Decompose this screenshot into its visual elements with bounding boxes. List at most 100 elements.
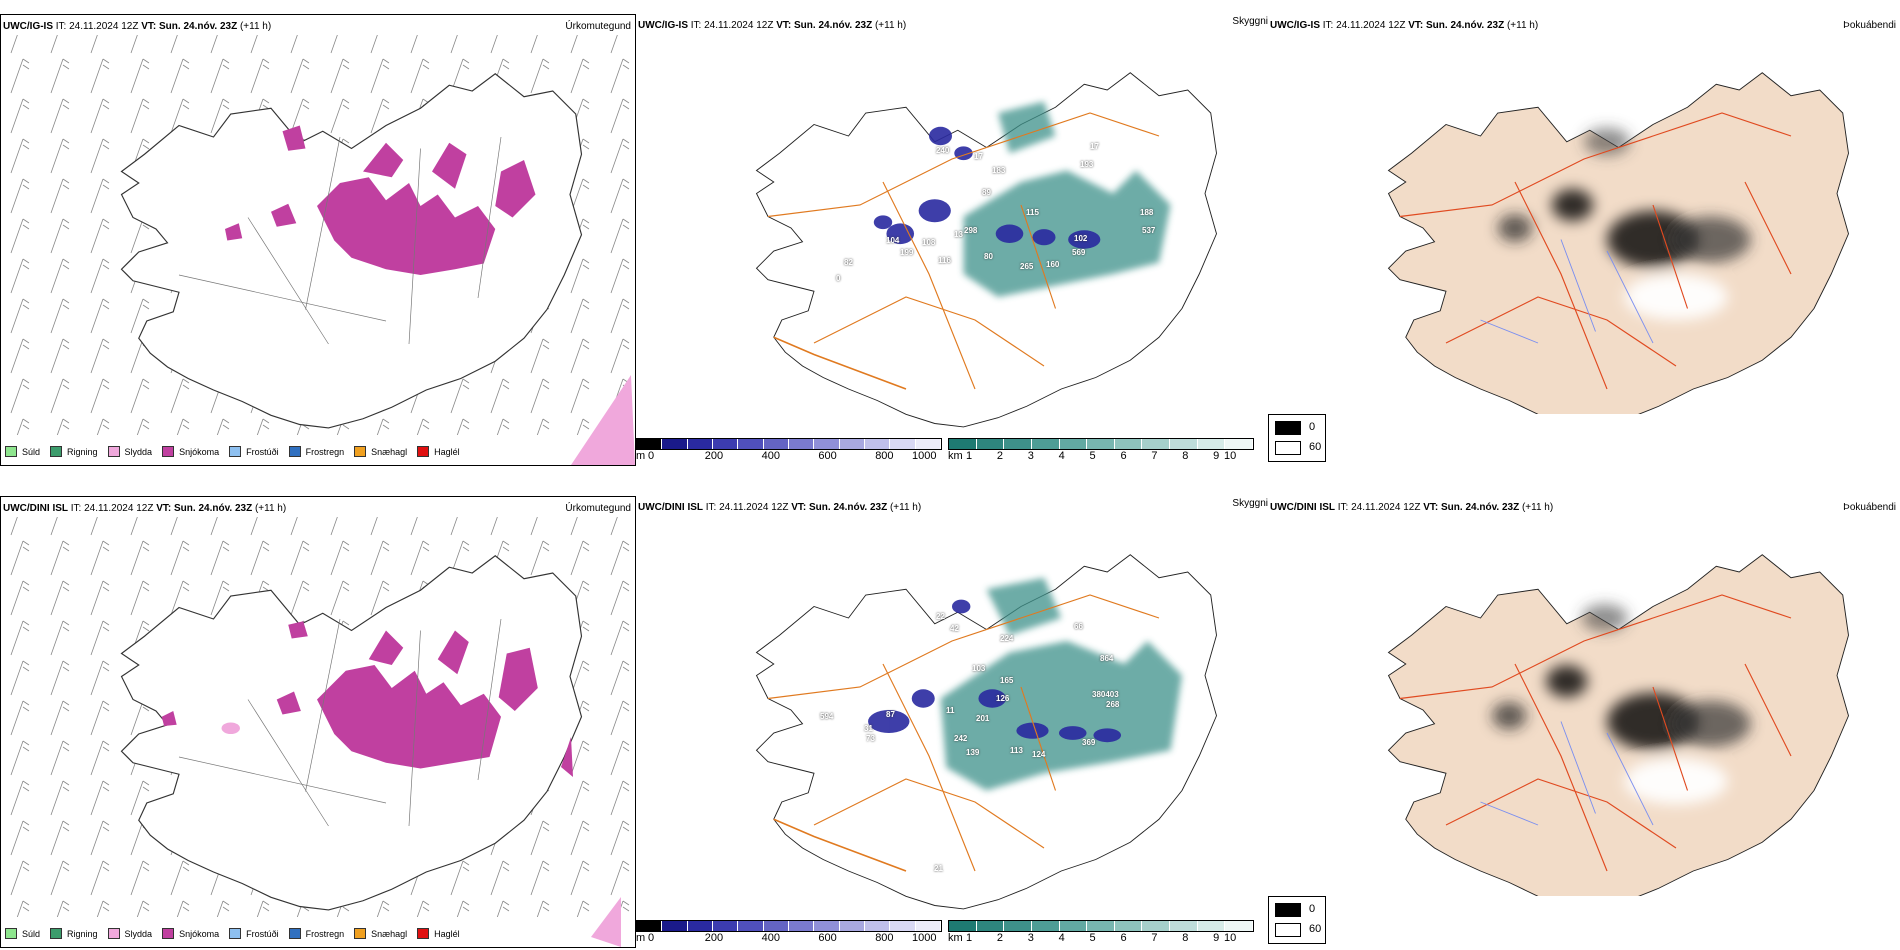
colorbar-tick-label: 5 — [1089, 932, 1096, 944]
visibility-value-label: 22 — [936, 612, 945, 621]
colorbar-tick-label: 600 — [818, 932, 837, 944]
legend-item: Snæhagl — [354, 446, 407, 457]
colorbar-tick-label: 200 — [704, 450, 724, 462]
dew-map-row1 — [1387, 72, 1850, 414]
colorbar-tick-label: 7 — [1151, 450, 1158, 462]
colorbar-segment — [1059, 439, 1088, 449]
km-unit: km — [948, 932, 963, 944]
legend-swatch — [107, 928, 120, 939]
visibility-value-label: 188 — [1140, 208, 1154, 217]
legend-item: Frostúði — [229, 928, 279, 939]
colorbar-segment — [763, 921, 789, 931]
legend-item: Frostregn — [288, 446, 344, 457]
visibility-value-label: 103 — [972, 664, 986, 673]
visibility-value-label: 265 — [1020, 262, 1034, 271]
colorbar-tick-label: 1000 — [912, 450, 937, 462]
legend-item: Súld — [5, 446, 40, 457]
visibility-value-label: 104 — [886, 236, 900, 245]
dew-map-row2 — [1387, 554, 1850, 896]
header-row2-precip: UWC/DINI ISL IT: 24.11.2024 12Z VT: Sun.… — [3, 503, 287, 514]
precip-title: Úrkomutegund — [565, 503, 631, 514]
fog-swatch-black — [1275, 903, 1301, 917]
vis-title: Skyggni — [1232, 16, 1268, 27]
height-colorbar-row2 — [636, 920, 942, 932]
colorbar-segment — [1059, 921, 1088, 931]
colorbar-segment — [976, 921, 1005, 931]
colorbar-segment — [1004, 921, 1032, 931]
fog-legend-row1: 0 60 — [1268, 414, 1326, 462]
colorbar-segment — [839, 921, 865, 931]
header-row2-vis: UWC/DINI ISL IT: 24.11.2024 12Z VT: Sun.… — [638, 502, 922, 513]
colorbar-segment — [1004, 439, 1032, 449]
legend-item: Súld — [5, 928, 40, 939]
colorbar-segment — [788, 921, 815, 931]
vis-map-row1 — [755, 72, 1218, 428]
visibility-value-label: 369 — [1082, 738, 1096, 747]
colorbar-tick-label: 9 — [1213, 450, 1220, 462]
colorbar-segment — [915, 439, 941, 449]
visibility-value-label: 298 — [964, 226, 978, 235]
legend-item: Snjókoma — [162, 446, 219, 457]
colorbar-segment — [738, 439, 764, 449]
precip-title: Úrkomutegund — [565, 21, 631, 32]
visibility-value-label: 126 — [996, 694, 1010, 703]
visibility-value-label: 268 — [1106, 700, 1120, 709]
colorbar-segment — [687, 921, 713, 931]
precip-map-row1 — [1, 35, 635, 465]
visibility-value-label: 108 — [922, 238, 936, 247]
legend-item: Rigning — [50, 446, 98, 457]
legend-swatch — [354, 446, 367, 457]
colorbar-tick-label: 6 — [1120, 932, 1127, 944]
colorbar-segment — [1031, 921, 1060, 931]
colorbar-segment — [637, 439, 663, 449]
colorbar-tick-label: 0 — [648, 450, 655, 462]
vis-panel-row2: UWC/DINI ISL IT: 24.11.2024 12Z VT: Sun.… — [636, 496, 1268, 948]
colorbar-tick-label: 8 — [1182, 932, 1189, 944]
colorbar-tick-label: 600 — [818, 450, 837, 462]
colorbar-segment — [687, 439, 713, 449]
legend-swatch — [417, 928, 430, 939]
vis-title: Skyggni — [1232, 498, 1268, 509]
fog-legend-row2: 0 60 — [1268, 896, 1326, 944]
precip-map-row2 — [1, 517, 635, 947]
legend-swatch — [229, 928, 242, 939]
legend-swatch — [5, 446, 17, 457]
visibility-value-label: 0 — [836, 274, 841, 283]
visibility-value-label: 89 — [982, 188, 991, 197]
visibility-value-label: 102 — [1074, 234, 1088, 243]
vis-map-row2 — [755, 554, 1218, 910]
colorbar-segment — [1087, 439, 1115, 449]
precip-panel-row1: UWC/IG-IS IT: 24.11.2024 12Z VT: Sun. 24… — [0, 14, 636, 466]
visibility-value-label: 594 — [820, 712, 834, 721]
colorbar-tick-label: 4 — [1058, 450, 1065, 462]
visibility-value-label: 11 — [946, 706, 955, 715]
colorbar-tick-label: 2 — [996, 932, 1003, 944]
colorbar-segment — [814, 921, 840, 931]
legend-item: Haglél — [417, 928, 460, 939]
colorbar-segment — [788, 439, 815, 449]
colorbar-tick-label: 1 — [966, 450, 973, 462]
colorbar-tick-label: 7 — [1151, 932, 1158, 944]
legend-item: Snjókoma — [162, 928, 219, 939]
colorbar-segment — [662, 921, 688, 931]
legend-swatch — [354, 928, 367, 939]
fog-value-60: 60 — [1309, 441, 1322, 453]
colorbar-segment — [1142, 921, 1171, 931]
header-row1-precip: UWC/IG-IS IT: 24.11.2024 12Z VT: Sun. 24… — [3, 21, 272, 32]
visibility-value-label: 17 — [1090, 142, 1099, 151]
visibility-value-label: 42 — [950, 624, 959, 633]
visibility-value-label: 201 — [976, 714, 990, 723]
legend-item: Frostúði — [229, 446, 279, 457]
dew-title: Þokuábendi — [1843, 502, 1896, 513]
legend-item: Rigning — [50, 928, 98, 939]
colorbar-tick-label: 10 — [1224, 932, 1237, 944]
km-unit: km — [948, 450, 963, 462]
legend-swatch — [162, 446, 175, 457]
dew-panel-row2: UWC/DINI ISL IT: 24.11.2024 12Z VT: Sun.… — [1268, 496, 1900, 896]
visibility-value-label: 13 — [954, 230, 963, 239]
legend-swatch — [50, 446, 63, 457]
visibility-value-label: 224 — [1000, 634, 1014, 643]
colorbar-segment — [1225, 439, 1254, 449]
colorbar-tick-label: 400 — [761, 932, 780, 944]
visibility-value-label: 21 — [934, 864, 943, 873]
